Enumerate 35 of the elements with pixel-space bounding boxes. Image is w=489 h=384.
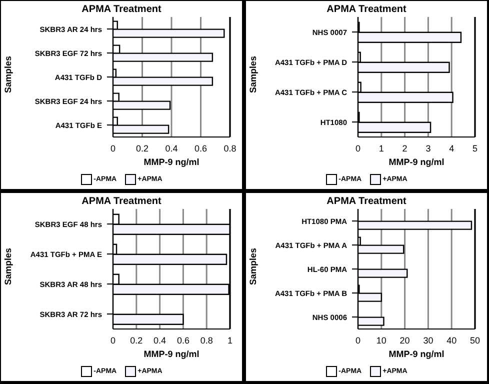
x-tick-label: 0.4 [154,335,166,346]
x-tick-label: 0 [355,335,361,346]
chart-title: APMA Treatment [326,196,408,207]
x-axis-title: MMP-9 ng/ml [388,157,444,167]
x-tick-label: 0.6 [194,143,208,154]
x-tick-label: 3 [426,143,431,154]
chart-title: APMA Treatment [80,196,162,207]
x-axis-title: MMP-9 ng/ml [388,349,444,359]
x-tick-label: 0 [110,143,116,154]
x-tick-label: 0 [355,143,361,154]
y-axis-title: Samples [248,56,258,94]
x-tick-label: 4 [449,143,454,154]
x-tick-label: 0.2 [130,335,143,346]
chart-title: APMA Treatment [80,4,162,15]
x-axis-title: MMP-9 ng/ml [144,157,200,167]
x-tick-label: 1 [378,143,384,154]
x-tick-label: 0.8 [224,143,236,154]
x-tick-label: 2 [402,143,408,154]
x-tick-label: 0.6 [176,335,190,346]
x-tick-label: 30 [423,335,434,346]
y-axis-title: Samples [248,248,258,286]
x-tick-label: 20 [400,335,410,346]
x-tick-label: 0.8 [200,335,213,346]
x-tick-label: 5 [472,143,478,154]
x-tick-label: 0.4 [165,143,178,154]
y-axis-title: Samples [3,56,13,94]
x-tick-label: 1 [227,335,233,346]
x-tick-label: 0 [110,335,116,346]
y-axis-title: Samples [3,248,13,286]
x-tick-label: 0.2 [136,143,149,154]
x-tick-label: 50 [470,335,480,346]
x-axis-title: MMP-9 ng/ml [144,349,200,359]
chart-title: APMA Treatment [326,4,408,15]
x-tick-label: 40 [446,335,457,346]
x-tick-label: 10 [376,335,386,346]
